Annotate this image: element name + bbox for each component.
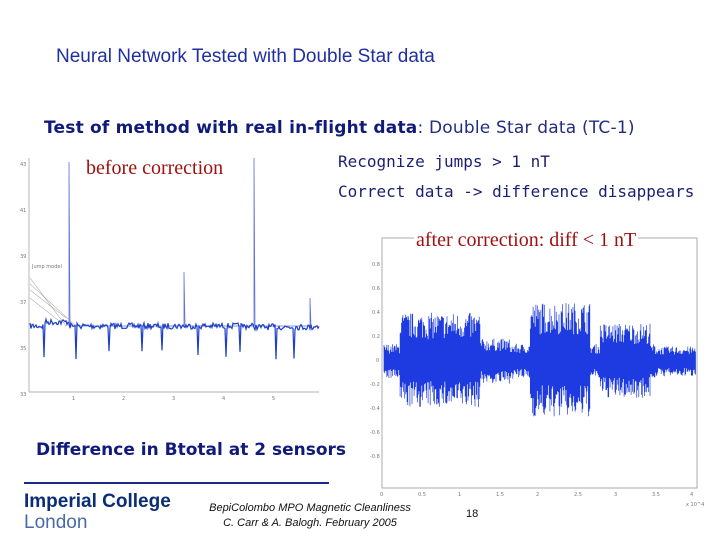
svg-text:-0.8: -0.8 [370,454,380,460]
svg-text:41: 41 [20,208,26,214]
after-plot-exponent: x 10^4 [686,502,704,508]
svg-text:4: 4 [690,492,693,498]
imperial-college-logo: Imperial College London [24,492,171,534]
svg-text:3: 3 [614,492,617,498]
svg-text:1.5: 1.5 [496,492,504,498]
before-correction-label: before correction [86,157,224,179]
svg-text:-0.2: -0.2 [370,382,380,388]
page-number: 18 [466,508,479,520]
credit-line-2: C. Carr & A. Balogh. February 2005 [223,517,397,529]
note-line-2: Correct data -> difference disappears [338,182,695,201]
subtitle-bold: Test of method with real in-flight data [44,118,418,138]
svg-text:5: 5 [272,396,275,402]
after-plot-ticks: 0.8 0.6 0.4 0.2 0 -0.2 -0.4 -0.6 -0.8 0 … [370,262,693,498]
svg-text:1: 1 [72,396,75,402]
note-line-1: Recognize jumps > 1 nT [338,152,550,171]
svg-text:0: 0 [376,358,379,364]
svg-text:35: 35 [20,346,26,352]
before-plot-ticks: 43 41 39 37 35 33 1 2 3 4 5 [20,162,275,402]
svg-text:0.6: 0.6 [372,286,380,292]
svg-text:33: 33 [20,392,26,398]
svg-text:0.4: 0.4 [372,310,380,316]
before-plot-legend: Jump model [31,264,62,270]
svg-text:0.5: 0.5 [418,492,426,498]
after-signal [383,303,696,417]
credit-line-1: BepiColombo MPO Magnetic Cleanliness [209,502,411,514]
svg-text:2: 2 [122,396,125,402]
svg-text:2.5: 2.5 [574,492,582,498]
credit-text: BepiColombo MPO Magnetic Cleanliness C. … [196,501,424,531]
svg-text:37: 37 [20,300,26,306]
after-signal-band [383,303,696,417]
svg-text:43: 43 [20,162,26,168]
after-correction-label: after correction: diff < 1 nT [414,229,639,252]
footer-rule [24,482,329,484]
before-legend-fan [29,277,77,327]
svg-text:3.5: 3.5 [652,492,660,498]
svg-text:0.2: 0.2 [372,334,380,340]
svg-text:2: 2 [536,492,539,498]
svg-text:3: 3 [172,396,175,402]
svg-text:0.8: 0.8 [372,262,380,268]
slide-title: Neural Network Tested with Double Star d… [56,46,435,67]
svg-text:0: 0 [380,492,383,498]
before-signal [29,316,320,360]
before-plot-axis [28,158,319,393]
logo-line-2: London [24,512,88,533]
svg-text:4: 4 [222,396,225,402]
difference-caption: Difference in Btotal at 2 sensors [36,440,347,460]
svg-text:1: 1 [458,492,461,498]
after-correction-plot: 0.8 0.6 0.4 0.2 0 -0.2 -0.4 -0.6 -0.8 0 … [370,237,704,508]
subtitle: Test of method with real in-flight data:… [44,118,635,138]
logo-line-1: Imperial College [24,491,171,512]
subtitle-rest: : Double Star data (TC-1) [417,118,635,138]
svg-text:-0.6: -0.6 [370,430,380,436]
svg-text:-0.4: -0.4 [370,406,380,412]
before-correction-plot: 43 41 39 37 35 33 1 2 3 4 5 Jump model [20,157,320,402]
svg-text:39: 39 [20,254,26,260]
before-spikes [68,157,312,327]
